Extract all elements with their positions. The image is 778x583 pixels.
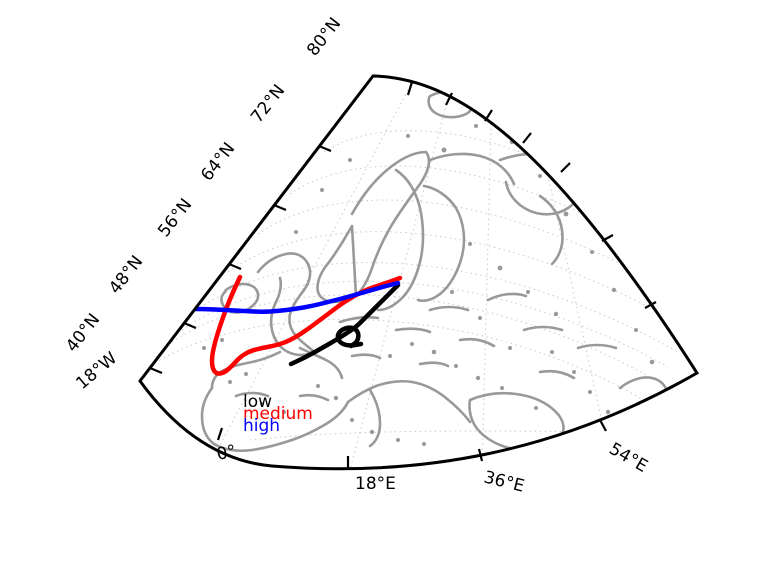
latitude-label-5: 40°N bbox=[62, 310, 104, 356]
coastline-speckles bbox=[174, 124, 655, 446]
latitude-label-2: 64°N bbox=[197, 139, 239, 185]
trajectory-low-hook bbox=[335, 325, 364, 349]
map-border bbox=[138, 74, 700, 471]
latitude-label-4: 48°N bbox=[105, 252, 147, 298]
latitude-labels: 80°N 72°N64°N56°N48°N40°N bbox=[62, 14, 345, 356]
trajectory-low bbox=[288, 282, 401, 367]
legend-entry-high: high bbox=[243, 416, 280, 436]
longitude-label-1: 0° bbox=[215, 441, 238, 465]
longitude-label-0: 18°W bbox=[72, 348, 121, 394]
graticule bbox=[140, 76, 697, 469]
legend-entry-medium: medium bbox=[243, 404, 313, 424]
legend-entry-low: low bbox=[243, 392, 272, 412]
border-ticks bbox=[149, 81, 657, 468]
trajectory-high bbox=[142, 280, 401, 314]
longitude-label-3: 36°E bbox=[482, 467, 526, 496]
longitude-label-2: 18°E bbox=[355, 474, 396, 494]
latitude-label-3: 56°N bbox=[154, 195, 196, 241]
longitude-labels: 18°W 0° 18°E 36°E 54°E bbox=[72, 348, 651, 497]
latitude-label-0: 80°N bbox=[303, 14, 345, 60]
latitude-label-1: 72°N bbox=[247, 81, 289, 127]
longitude-label-4: 54°E bbox=[606, 439, 651, 477]
